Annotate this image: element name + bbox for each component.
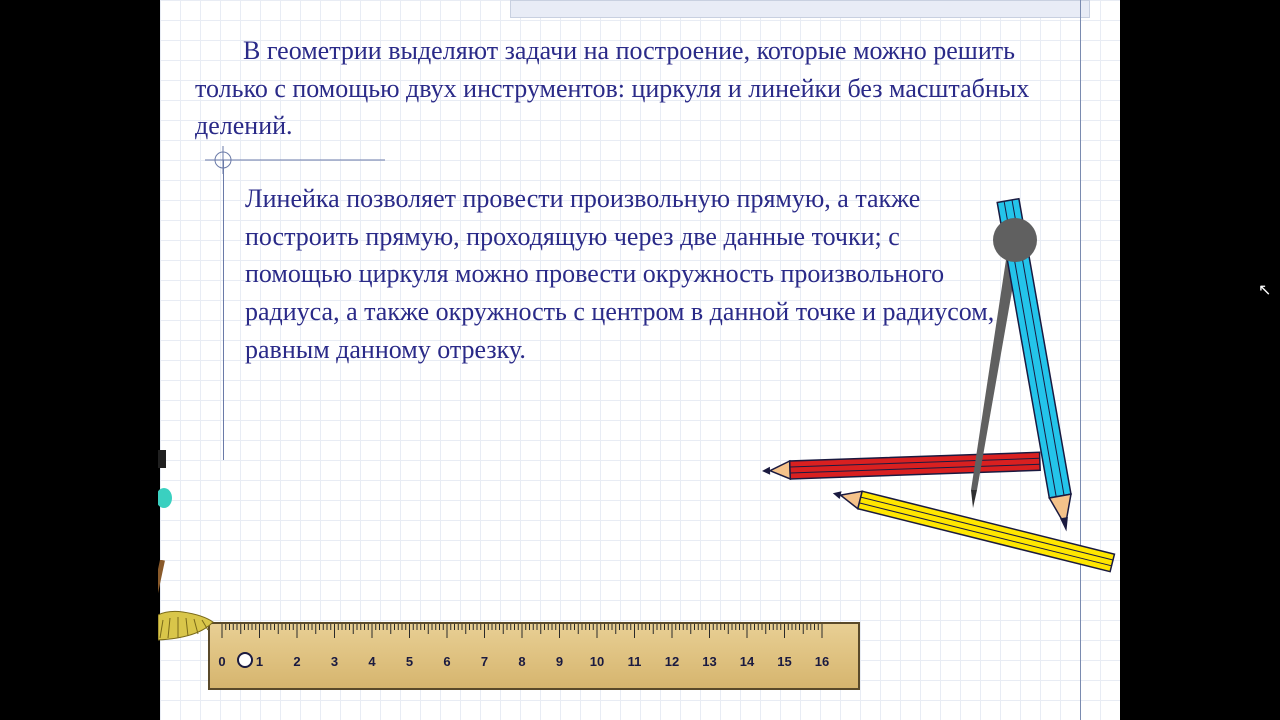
character-peek-icon: [158, 450, 172, 510]
ruler-marker-circle: [237, 652, 253, 668]
ruler-label: 4: [368, 654, 375, 669]
slide: В геометрии выделяют задачи на построени…: [160, 0, 1120, 720]
ruler-label: 16: [815, 654, 829, 669]
corner-mark-vertical: [223, 160, 224, 460]
ruler-label: 1: [256, 654, 263, 669]
ruler-label: 3: [331, 654, 338, 669]
cursor-icon: ↖: [1258, 280, 1271, 300]
ruler-label: 5: [406, 654, 413, 669]
ruler-label: 2: [293, 654, 300, 669]
drawing-tools-icon: [680, 190, 1120, 590]
paragraph-1-text: В геометрии выделяют задачи на построени…: [195, 36, 1029, 140]
corner-mark-icon: [205, 146, 405, 176]
ruler-label: 0: [218, 654, 225, 669]
ruler-label: 7: [481, 654, 488, 669]
ruler-label: 6: [443, 654, 450, 669]
ruler-label: 10: [590, 654, 604, 669]
ruler-label: 15: [777, 654, 791, 669]
ruler-label: 11: [628, 654, 642, 669]
ruler-label: 14: [740, 654, 754, 669]
ruler-label: 13: [702, 654, 716, 669]
top-band: [510, 0, 1090, 18]
ruler-label: 8: [518, 654, 525, 669]
ruler-label: 12: [665, 654, 679, 669]
ruler-label: 9: [556, 654, 563, 669]
broom-icon: [158, 560, 228, 650]
paragraph-1: В геометрии выделяют задачи на построени…: [195, 32, 1085, 145]
ruler-ticks: [210, 624, 858, 640]
ruler-labels: 012345678910111213141516: [210, 654, 858, 674]
ruler-icon: 012345678910111213141516: [208, 622, 860, 690]
